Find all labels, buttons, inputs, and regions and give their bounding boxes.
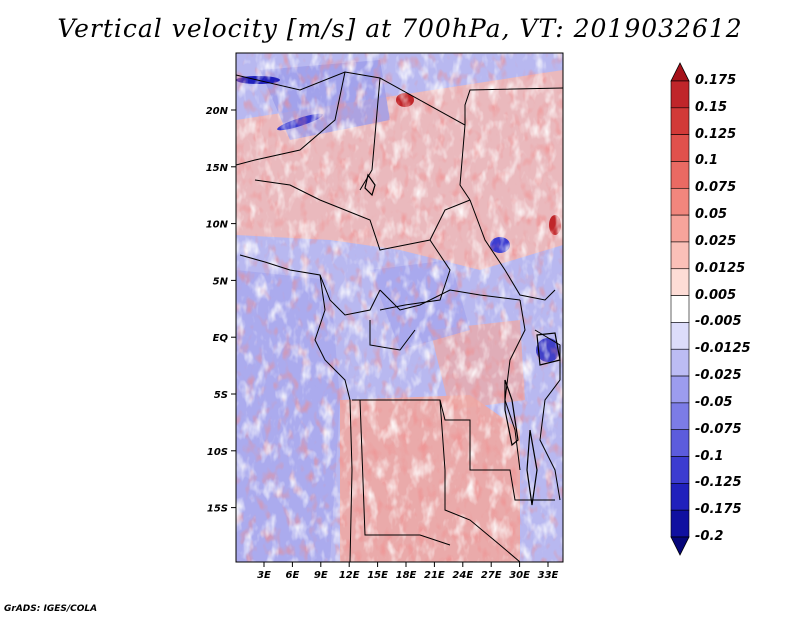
lon-tick-label: 33E [538, 570, 559, 581]
lon-tick-label: 12E [339, 570, 360, 581]
longitude-axis: 3E 6E 9E 12E 15E 18E 21E 24E 27E 30E 33E [257, 562, 559, 581]
colorbar-label: -0.025 [695, 368, 742, 384]
footer-credit: GrADS: IGES/COLA [4, 604, 98, 614]
colorbar-segment [670, 241, 690, 270]
lat-tick-label: 15N [206, 163, 229, 174]
colorbar-label: 0.005 [695, 287, 737, 303]
colorbar-segment [670, 107, 690, 135]
colorbar-label: 0.175 [695, 73, 737, 88]
colorbar-label: 0.125 [695, 126, 737, 142]
lat-tick-label: 10S [207, 447, 228, 458]
plot-title: Vertical velocity [m/s] at 700hPa, VT: 2… [57, 14, 743, 43]
colorbar-segment [670, 134, 690, 162]
velocity-field [236, 53, 563, 562]
colorbar-segment [670, 187, 690, 216]
lon-tick-label: 3E [257, 570, 271, 581]
lon-tick-label: 6E [286, 570, 300, 581]
lon-tick-label: 21E [424, 570, 445, 581]
colorbar-label: 0.15 [695, 99, 728, 115]
colorbar-segment [670, 322, 690, 350]
lat-tick-label: 10N [206, 220, 229, 231]
colorbar-label: -0.0125 [695, 341, 751, 357]
colorbar-segment [670, 483, 690, 511]
lon-tick-label: 15E [367, 570, 388, 581]
lon-tick-label: 9E [314, 570, 328, 581]
colorbar-segment [670, 161, 690, 189]
colorbar [670, 62, 690, 556]
colorbar-label: 0.0125 [695, 260, 746, 276]
colorbar-segment [670, 375, 690, 404]
lat-tick-label: 20N [206, 106, 229, 117]
colorbar-segment [670, 214, 690, 243]
lat-tick-label: EQ [213, 333, 229, 344]
lon-tick-label: 30E [509, 570, 530, 581]
colorbar-segment [670, 429, 690, 457]
colorbar-segment [670, 295, 690, 323]
colorbar-bottom-arrow [670, 536, 690, 556]
lon-tick-label: 24E [452, 570, 473, 581]
colorbar-segment [670, 509, 690, 538]
lakes [364, 173, 561, 506]
colorbar-label: -0.075 [695, 421, 742, 437]
colorbar-label: 0.075 [695, 180, 737, 196]
colorbar-label: 0.05 [695, 207, 728, 223]
lat-tick-label: 5S [214, 390, 228, 401]
colorbar-label: -0.125 [695, 475, 742, 491]
colorbar-segment [670, 402, 690, 431]
colorbar-segment [670, 456, 690, 484]
lon-tick-label: 27E [481, 570, 502, 581]
colorbar-label: -0.005 [695, 314, 742, 330]
plot-frame [235, 52, 564, 563]
colorbar-label: -0.175 [695, 502, 742, 518]
colorbar-segment [670, 80, 690, 109]
colorbar-segment [670, 268, 690, 296]
colorbar-label: -0.05 [695, 394, 733, 410]
lat-tick-label: 5N [213, 276, 229, 287]
colorbar-label: 0.1 [695, 153, 719, 169]
latitude-axis: 20N 15N 10N 5N EQ 5S 10S 15S [206, 106, 236, 515]
colorbar-label: 0.025 [695, 233, 737, 249]
colorbar-top-arrow [670, 62, 690, 82]
colorbar-segment [670, 348, 690, 377]
lat-tick-label: 15S [207, 504, 228, 515]
lon-tick-label: 18E [396, 570, 417, 581]
colorbar-label: -0.2 [695, 529, 724, 544]
country-borders [236, 71, 563, 562]
colorbar-label: -0.1 [695, 448, 724, 464]
